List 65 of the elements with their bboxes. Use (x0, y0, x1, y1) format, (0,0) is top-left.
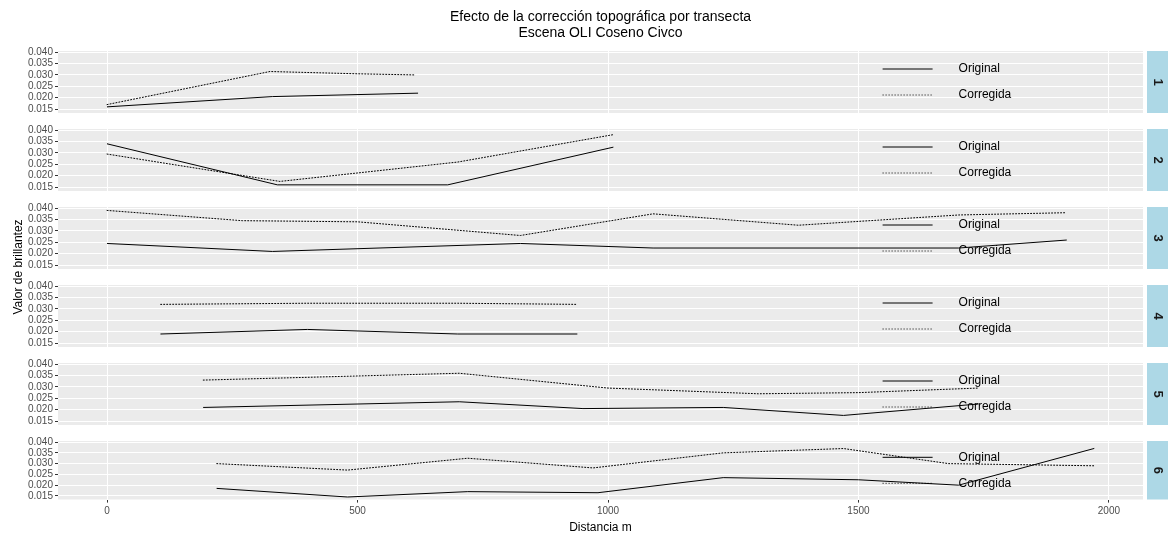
y-tick-label: 0.020 (27, 247, 54, 259)
y-tick-label: 0.025 (27, 158, 54, 170)
y-tick-label: 0.040 (27, 201, 54, 213)
text: 1 (1150, 78, 1166, 86)
legend-label: Original (958, 373, 1000, 388)
y-tick-label: 0.025 (27, 80, 54, 92)
text: 4 (1150, 312, 1166, 321)
y-tick-label: 0.020 (27, 91, 54, 103)
x-tick-label: 1500 (847, 505, 871, 517)
legend-label: Original (958, 449, 1000, 464)
y-tick-label: 0.035 (27, 57, 54, 69)
text: 6 (1150, 466, 1166, 474)
y-tick-label: 0.020 (27, 403, 54, 415)
y-tick-label: 0.020 (27, 478, 54, 490)
legend-label: Corregida (958, 243, 1012, 258)
y-tick-label: 0.035 (27, 446, 54, 458)
legend-label: Corregida (958, 165, 1012, 180)
y-tick-label: 0.035 (27, 291, 54, 303)
x-axis-title: Distancia m (569, 520, 632, 535)
y-tick-label: 0.020 (27, 169, 54, 181)
y-tick-label: 0.040 (27, 123, 54, 135)
y-tick-label: 0.040 (27, 435, 54, 447)
y-tick-label: 0.035 (27, 369, 54, 381)
line-series (106, 209, 1067, 236)
y-axis-title: Valor de brillantez (10, 219, 25, 315)
chart-title: Efecto de la corrección topográfica por transecta (448, 8, 753, 24)
y-tick-label: 0.030 (27, 302, 54, 314)
legend-label: Corregida (958, 321, 1012, 336)
legend-label: Original (958, 139, 1000, 154)
y-tick-label: 0.025 (27, 314, 54, 326)
chart-subtitle: Escena OLI Coseno Civco (517, 24, 684, 40)
legend-label: Original (958, 295, 1000, 310)
x-tick-label: 2000 (1097, 505, 1121, 517)
y-tick-label: 0.030 (27, 457, 54, 469)
legend-label: Original (958, 61, 1000, 76)
y-tick-label: 0.030 (27, 146, 54, 158)
y-tick-label: 0.035 (27, 135, 54, 147)
y-tick-label: 0.015 (27, 102, 54, 114)
x-tick-label: 500 (349, 505, 367, 517)
y-tick-label: 0.030 (27, 68, 54, 80)
y-tick-label: 0.015 (27, 258, 54, 270)
y-tick-label: 0.015 (27, 180, 54, 192)
text: 5 (1150, 390, 1166, 398)
y-tick-label: 0.025 (27, 468, 54, 480)
y-tick-label: 0.035 (27, 213, 54, 225)
text: 3 (1150, 234, 1166, 242)
y-tick-label: 0.040 (27, 45, 54, 57)
y-tick-label: 0.030 (27, 224, 54, 236)
y-tick-label: 0.025 (27, 392, 54, 404)
y-tick-label: 0.020 (27, 325, 54, 337)
legend-label: Original (958, 217, 1000, 232)
text: 2 (1150, 156, 1166, 164)
x-tick-label: 1000 (596, 505, 620, 517)
x-tick-label: 0 (104, 505, 111, 517)
legend-label: Corregida (958, 399, 1012, 414)
y-tick-label: 0.040 (27, 279, 54, 291)
line-series (106, 134, 614, 182)
legend-label: Corregida (958, 475, 1012, 490)
y-tick-label: 0.025 (27, 236, 54, 248)
y-tick-label: 0.015 (27, 489, 54, 501)
y-tick-label: 0.015 (27, 336, 54, 348)
y-tick-label: 0.015 (27, 414, 54, 426)
y-tick-label: 0.030 (27, 380, 54, 392)
y-tick-label: 0.040 (27, 357, 54, 369)
legend-label: Corregida (958, 87, 1012, 102)
